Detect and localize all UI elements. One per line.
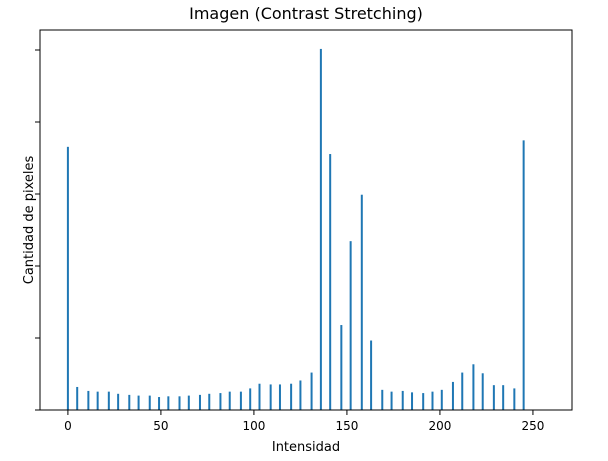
histogram-bar	[167, 396, 170, 410]
histogram-bar	[137, 395, 140, 410]
x-tick-label: 250	[521, 419, 544, 433]
chart-title: Imagen (Contrast Stretching)	[189, 4, 423, 23]
histogram-bar	[422, 393, 425, 410]
histogram-bar	[451, 381, 454, 410]
x-tick-label: 200	[428, 419, 451, 433]
histogram-bar	[319, 48, 322, 411]
histogram-bar	[329, 154, 332, 410]
histogram-bar	[472, 364, 475, 410]
histogram-bar	[178, 396, 181, 410]
histogram-bar	[381, 389, 384, 410]
histogram-bar	[198, 394, 201, 410]
histogram-bar	[76, 386, 79, 410]
histogram-bar	[522, 140, 525, 411]
bars-group	[66, 48, 525, 411]
histogram-bar	[492, 385, 495, 410]
x-axis-ticks: 0 50 100 150 200 250	[64, 410, 544, 433]
histogram-bar	[158, 397, 161, 410]
histogram-bar	[117, 393, 120, 410]
histogram-bar	[360, 194, 363, 410]
histogram-bar	[461, 372, 464, 410]
histogram-bar	[249, 388, 252, 410]
histogram-bar	[481, 373, 484, 410]
histogram-bar	[107, 391, 110, 410]
histogram-bar	[278, 384, 281, 410]
histogram-bar	[349, 241, 352, 410]
y-axis-ticks	[35, 49, 40, 411]
x-axis-label: Intensidad	[272, 440, 340, 455]
histogram-bar	[87, 390, 90, 410]
histogram-bar	[290, 383, 293, 410]
histogram-bar	[128, 394, 131, 410]
histogram-bar	[440, 389, 443, 410]
histogram-bar	[340, 325, 343, 410]
histogram-bar	[370, 340, 373, 410]
histogram-bar	[258, 383, 261, 410]
y-axis-label: Cantidad de pixeles	[22, 156, 37, 285]
histogram-bar	[401, 390, 404, 410]
histogram-bar	[269, 384, 272, 410]
histogram-bar	[208, 393, 211, 410]
histogram-bar	[148, 395, 151, 410]
histogram-bar	[219, 393, 222, 410]
histogram-bar	[66, 146, 69, 410]
x-tick-label: 0	[64, 419, 72, 433]
histogram-bar	[187, 395, 190, 410]
histogram-bar	[310, 372, 313, 410]
histogram-bar	[239, 391, 242, 410]
histogram-bar	[411, 392, 414, 410]
x-tick-label: 100	[242, 419, 265, 433]
x-tick-label: 150	[335, 419, 358, 433]
histogram-bar	[502, 385, 505, 410]
histogram-bar	[299, 380, 302, 410]
histogram-bar	[96, 391, 99, 410]
histogram-bar	[228, 391, 231, 410]
histogram-bar	[390, 391, 393, 410]
plot-frame	[39, 29, 573, 411]
histogram-bar	[431, 391, 434, 410]
x-tick-label: 50	[153, 419, 168, 433]
histogram-bar	[513, 388, 516, 410]
